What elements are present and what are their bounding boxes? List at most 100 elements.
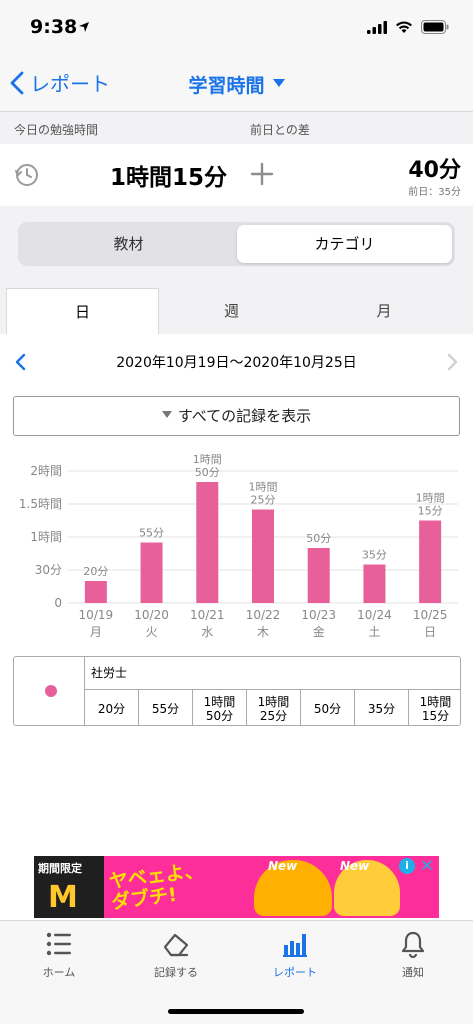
date-navigation (0, 334, 473, 390)
tab-report-label: レポート (273, 966, 317, 979)
caret-down-icon (272, 78, 285, 87)
y-tick-label: 30分 (35, 563, 62, 577)
ad-new-badge: New (340, 859, 370, 873)
tab-month[interactable]: 月 (376, 302, 392, 320)
tab-record[interactable]: 記録する (131, 929, 221, 980)
bar-value-label: 50分 (306, 532, 331, 545)
category-color-dot (45, 685, 57, 697)
bar-value-label: 1時間 (193, 453, 222, 466)
ad-slogan: ヤベェよ、 ダブチ! (108, 859, 207, 913)
today-study-label: 今日の勉強時間 (14, 123, 99, 137)
x-tick-weekday-label: 木 (257, 625, 269, 639)
today-study-value: 1時間15分 (110, 165, 228, 191)
ad-banner[interactable]: 期間限定 M ヤベェよ、 ダブチ! New New i ✕ (34, 856, 439, 918)
home-indicator (168, 1009, 304, 1014)
triangle-down-icon (161, 411, 172, 418)
diff-label: 前日との差 (250, 123, 310, 137)
daily-time-cell: 35分 (355, 690, 409, 725)
tab-week[interactable]: 週 (223, 302, 239, 320)
daily-time-cells: 20分 55分 1時間 50分 1時間 25分 50分 35分 1時間 15分 (84, 690, 460, 725)
bar-value-label: 25分 (251, 494, 276, 507)
daily-time-cell: 50分 (301, 690, 355, 725)
bar (252, 509, 274, 603)
x-tick-date-label: 10/21 (190, 608, 225, 622)
bar (140, 542, 163, 603)
ad-info-icon[interactable]: i (399, 858, 415, 874)
y-tick-label: 1時間 (30, 530, 62, 544)
previous-day-value: 前日：35分 (408, 187, 461, 198)
status-indicators (367, 20, 449, 34)
x-tick-weekday-label: 火 (146, 625, 158, 639)
tab-home[interactable]: ホーム (14, 929, 104, 980)
bar (196, 482, 219, 603)
daily-time-cell: 20分 (85, 690, 139, 725)
segment-category[interactable]: カテゴリ (237, 225, 452, 263)
eraser-icon (163, 933, 189, 957)
x-tick-date-label: 10/25 (413, 608, 448, 622)
y-tick-label: 0 (54, 596, 62, 610)
y-tick-label: 1.5時間 (19, 497, 62, 511)
date-range: 2020年10月19日〜2020年10月25日 (116, 355, 357, 371)
tab-bar: ホーム 記録する レポート 通知 (0, 920, 473, 1024)
bell-icon (401, 931, 425, 959)
y-tick-label: 2時間 (30, 464, 62, 478)
back-button-label: レポート (30, 72, 110, 96)
material-category-toggle: 教材 カテゴリ (18, 222, 455, 266)
x-tick-weekday-label: 金 (313, 624, 325, 639)
ad-new-badge: New (268, 859, 298, 873)
x-tick-weekday-label: 日 (424, 625, 436, 639)
daily-time-cell: 1時間 25分 (247, 690, 301, 725)
x-tick-weekday-label: 水 (201, 625, 213, 639)
clock-history-icon (15, 164, 38, 186)
x-tick-date-label: 10/19 (79, 608, 114, 622)
tab-report[interactable]: レポート (250, 929, 340, 980)
x-tick-date-label: 10/23 (301, 608, 336, 622)
show-all-records-button[interactable]: すべての記録を表示 (13, 396, 460, 436)
burger-image (334, 860, 400, 916)
wifi-icon (396, 21, 412, 33)
bar-value-label: 55分 (139, 527, 164, 540)
period-tabs: 日 週 月 (0, 288, 473, 334)
bar-value-label: 50分 (195, 466, 220, 479)
next-week-icon[interactable] (443, 352, 461, 372)
back-button[interactable]: レポート (10, 68, 110, 97)
status-bar: 9:38 (0, 0, 473, 56)
summary-labels: 今日の勉強時間 前日との差 (0, 112, 473, 144)
bar-value-label: 1時間 (416, 492, 445, 505)
ad-close-icon[interactable]: ✕ (420, 856, 434, 875)
bar (84, 581, 107, 603)
navigation-bar: レポート 学習時間 (0, 56, 473, 112)
x-tick-date-label: 10/24 (357, 608, 392, 622)
tab-home-label: ホーム (42, 966, 76, 979)
x-tick-date-label: 10/20 (134, 608, 169, 622)
list-icon (46, 932, 71, 956)
bar (363, 564, 386, 603)
plus-icon (250, 162, 274, 186)
tab-notifications[interactable]: 通知 (368, 929, 458, 980)
x-tick-date-label: 10/22 (246, 608, 281, 622)
tab-day[interactable]: 日 (6, 288, 159, 334)
location-arrow-icon (79, 22, 89, 32)
bar-chart-icon (283, 934, 307, 957)
battery-icon (421, 20, 449, 34)
previous-week-icon[interactable] (12, 352, 30, 372)
ad-limited-label: 期間限定 (38, 862, 82, 875)
ad-brand-panel (34, 856, 104, 918)
category-name: 社労士 (84, 657, 460, 690)
page-title: 学習時間 (188, 75, 265, 97)
bar-value-label: 15分 (418, 505, 443, 518)
x-tick-weekday-label: 月 (90, 625, 102, 639)
show-all-records-label: すべての記録を表示 (177, 407, 312, 425)
category-time-table: 社労士 20分 55分 1時間 50分 1時間 25分 50分 35分 1時間 15分 (13, 656, 461, 726)
bar-value-label: 20分 (83, 565, 108, 578)
bar-value-label: 1時間 (249, 481, 278, 494)
summary-row (0, 144, 473, 206)
daily-time-cell: 1時間 15分 (419, 694, 452, 723)
segment-material[interactable]: 教材 (113, 235, 144, 253)
daily-time-cell: 55分 (139, 690, 193, 725)
tab-notifications-label: 通知 (402, 966, 424, 979)
study-time-bar-chart: 030分1時間1.5時間2時間20分10/19月55分10/20火1時間50分1… (19, 453, 458, 639)
page-title-dropdown[interactable]: 学習時間 (0, 71, 473, 98)
ad-brand-logo: M (48, 880, 78, 915)
tab-record-label: 記録する (154, 966, 198, 979)
